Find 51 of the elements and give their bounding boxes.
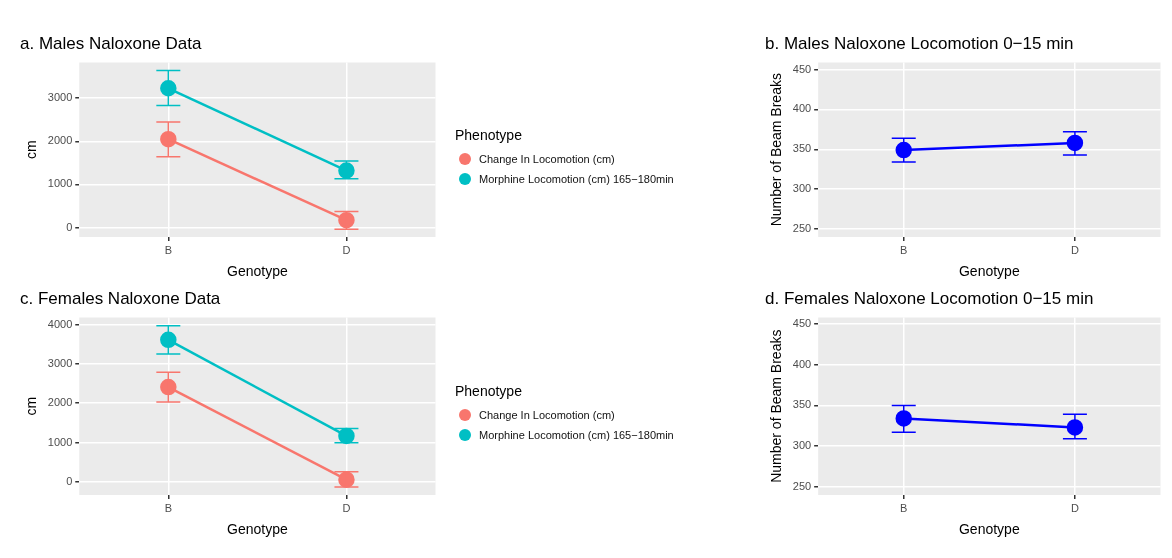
legend-title: Phenotype — [455, 383, 523, 399]
y-tick-label: 2000 — [47, 134, 73, 147]
y-tick-label: 0 — [66, 475, 73, 488]
y-tick-label: 250 — [792, 222, 812, 235]
x-axis-title: Genotype — [227, 521, 288, 538]
x-tick-label: B — [900, 501, 908, 514]
point — [160, 378, 177, 396]
y-tick-label: 450 — [792, 62, 812, 75]
point — [338, 211, 355, 229]
x-tick-label: B — [164, 243, 172, 256]
x-axis-title: Genotype — [958, 521, 1020, 538]
x-axis-title: Genotype — [958, 263, 1020, 280]
y-tick-label: 1000 — [47, 177, 73, 190]
y-tick-label: 250 — [792, 479, 812, 492]
x-tick-label: D — [342, 243, 351, 256]
point — [160, 130, 177, 148]
point — [160, 80, 177, 97]
x-tick-label: B — [900, 243, 908, 256]
y-tick-label: 0 — [66, 220, 73, 233]
y-axis-title: cm — [23, 140, 40, 160]
y-axis-title: cm — [23, 396, 40, 416]
y-axis-title: Number of Beam Breaks — [768, 329, 785, 483]
point — [160, 331, 177, 349]
legend-title: Phenotype — [455, 126, 523, 143]
y-tick-label: 400 — [792, 357, 812, 370]
y-tick-label: 3000 — [47, 356, 73, 369]
legend-label: Morphine Locomotion (cm) 165−180min — [479, 429, 674, 441]
legend-label: Change In Locomotion (cm) — [479, 409, 615, 421]
legend-label: Morphine Locomotion (cm) 165−180min — [479, 172, 674, 185]
legend-label: Change In Locomotion (cm) — [479, 152, 615, 165]
chart-title: c. Females Naloxone Data — [20, 288, 221, 308]
y-tick-label: 400 — [792, 102, 812, 115]
chart-title: d. Females Naloxone Locomotion 0−15 min — [765, 288, 1094, 308]
y-tick-label: 300 — [792, 439, 812, 452]
y-tick-label: 300 — [792, 182, 812, 195]
y-tick-label: 4000 — [47, 317, 73, 330]
x-tick-label: D — [1070, 501, 1079, 514]
x-tick-label: D — [1070, 243, 1079, 256]
y-tick-label: 3000 — [47, 91, 73, 104]
point — [338, 162, 355, 179]
x-axis-title: Genotype — [227, 263, 288, 280]
y-tick-label: 350 — [792, 142, 812, 155]
y-tick-label: 2000 — [47, 396, 73, 409]
y-axis-title: Number of Beam Breaks — [768, 73, 785, 227]
chart-title: b. Males Naloxone Locomotion 0−15 min — [765, 33, 1074, 53]
x-tick-label: B — [164, 501, 172, 514]
y-tick-label: 450 — [792, 316, 812, 329]
y-tick-label: 350 — [792, 398, 812, 411]
y-tick-label: 1000 — [47, 435, 73, 448]
chart-title: a. Males Naloxone Data — [20, 33, 202, 53]
x-tick-label: D — [342, 501, 351, 514]
